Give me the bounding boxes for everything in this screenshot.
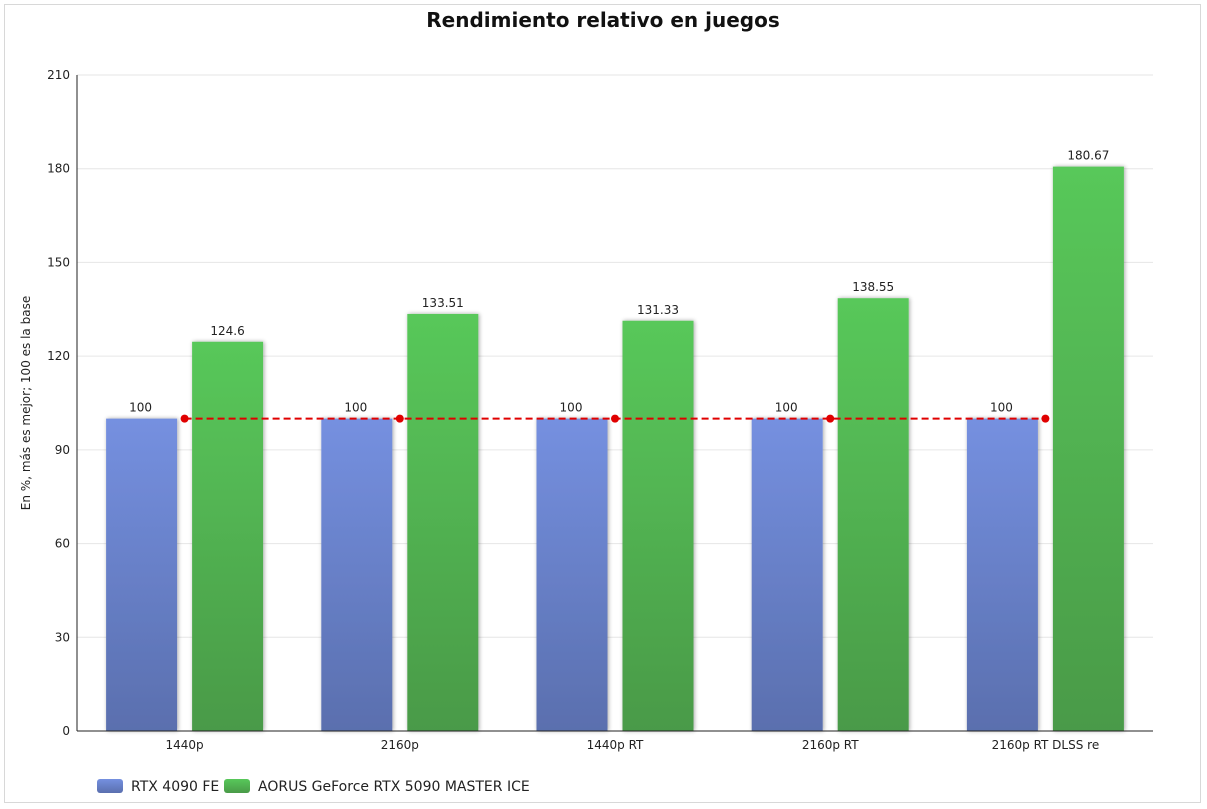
x-tick-label: 1440p xyxy=(166,738,204,752)
value-label: 124.6 xyxy=(210,324,244,338)
y-tick-label: 90 xyxy=(55,443,70,457)
baseline-point[interactable] xyxy=(180,414,189,423)
bar-rtx-4090[interactable] xyxy=(321,418,393,731)
bar-rtx-4090[interactable] xyxy=(536,418,608,731)
legend-swatch-green xyxy=(224,779,250,793)
y-tick-label: 120 xyxy=(47,349,70,363)
bar-rtx-5090[interactable] xyxy=(1052,166,1124,731)
value-labels: 100 124.6 100 133.51 100 131.33 100 138.55 100 18… xyxy=(129,149,1109,415)
legend-item-rtx-5090[interactable]: AORUS GeForce RTX 5090 MASTER ICE xyxy=(224,779,530,795)
y-axis-ticks: 0 30 60 90 120 150 180 210 xyxy=(47,68,70,738)
value-label: 180.67 xyxy=(1067,149,1109,163)
x-tick-label: 2160p RT DLSS re xyxy=(992,738,1100,752)
baseline-point[interactable] xyxy=(1041,414,1050,423)
baseline-point[interactable] xyxy=(826,414,835,423)
bar-rtx-5090[interactable] xyxy=(407,313,479,731)
y-tick-label: 30 xyxy=(55,630,70,644)
bar-rtx-5090[interactable] xyxy=(622,320,694,731)
value-label: 100 xyxy=(344,401,367,415)
legend-label: AORUS GeForce RTX 5090 MASTER ICE xyxy=(258,779,530,795)
y-tick-label: 180 xyxy=(47,162,70,176)
bars xyxy=(106,166,1124,731)
y-tick-label: 60 xyxy=(55,537,70,551)
bar-rtx-5090[interactable] xyxy=(837,298,909,731)
legend-item-rtx-4090[interactable]: RTX 4090 FE xyxy=(97,779,219,795)
value-label: 138.55 xyxy=(852,280,894,294)
legend-label: RTX 4090 FE xyxy=(131,779,219,795)
x-tick-label: 2160p RT xyxy=(802,738,859,752)
value-label: 100 xyxy=(129,401,152,415)
baseline-point[interactable] xyxy=(395,414,404,423)
value-label: 100 xyxy=(990,401,1013,415)
x-tick-label: 1440p RT xyxy=(587,738,644,752)
baseline-point[interactable] xyxy=(611,414,619,423)
y-tick-label: 210 xyxy=(47,68,70,82)
y-tick-label: 0 xyxy=(62,724,70,738)
y-tick-label: 150 xyxy=(47,255,70,269)
y-axis-title: En %, más es mejor; 100 es la base xyxy=(19,296,33,510)
value-label: 100 xyxy=(775,401,798,415)
value-label: 100 xyxy=(560,401,583,415)
bar-rtx-4090[interactable] xyxy=(966,418,1038,731)
bar-rtx-4090[interactable] xyxy=(106,418,178,731)
bar-rtx-5090[interactable] xyxy=(192,341,264,731)
value-label: 131.33 xyxy=(637,303,679,317)
baseline-series xyxy=(180,414,1050,423)
value-label: 133.51 xyxy=(422,296,464,310)
chart-title: Rendimiento relativo en juegos xyxy=(426,8,779,32)
x-axis-ticks: 1440p 2160p 1440p RT 2160p RT 2160p RT DLSS … xyxy=(166,738,1100,752)
x-tick-label: 2160p xyxy=(381,738,419,752)
legend-swatch-blue xyxy=(97,779,123,793)
legend: RTX 4090 FE AORUS GeForce RTX 5090 MASTE… xyxy=(97,779,530,795)
bar-rtx-4090[interactable] xyxy=(751,418,823,731)
